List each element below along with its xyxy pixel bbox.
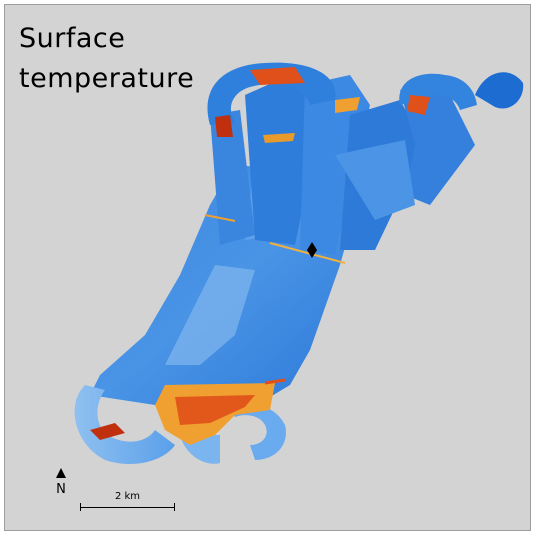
hot-zone (90, 423, 125, 440)
turn-loop (74, 385, 175, 465)
scale-bar: 2 km (80, 491, 175, 511)
point-marker-icon (307, 242, 317, 258)
turn-loop (399, 73, 477, 110)
flight-line-swath (210, 110, 255, 245)
turn-loop (207, 62, 336, 125)
hot-zone (263, 133, 295, 143)
north-label: N (56, 482, 66, 497)
scale-bar-tick-right (174, 503, 175, 511)
hot-zone (175, 395, 255, 425)
hot-zone (215, 115, 233, 137)
turn-loop (230, 403, 286, 460)
flight-line-swath (335, 140, 415, 220)
warm-linear-feature (204, 214, 236, 222)
map-frame: Surface temperature N 2 km (4, 4, 531, 531)
north-arrow-icon (56, 468, 66, 478)
warm-linear-feature (264, 378, 286, 385)
map-title-line-2: temperature (19, 63, 195, 94)
map-title: Surface temperature (19, 19, 239, 99)
thermal-mosaic-map (74, 62, 524, 465)
scale-bar-line (80, 507, 175, 508)
hot-zone (407, 95, 430, 115)
hot-zone (250, 67, 305, 85)
map-title-line-1: Surface (19, 23, 126, 54)
flight-line-swath (400, 85, 475, 205)
turn-loop-fan (475, 72, 524, 109)
scale-bar-label: 2 km (114, 491, 141, 502)
mosaic-pale-strip (165, 265, 255, 365)
north-arrow: N (51, 468, 71, 497)
warm-linear-feature (269, 242, 346, 264)
hot-zone (335, 97, 360, 113)
